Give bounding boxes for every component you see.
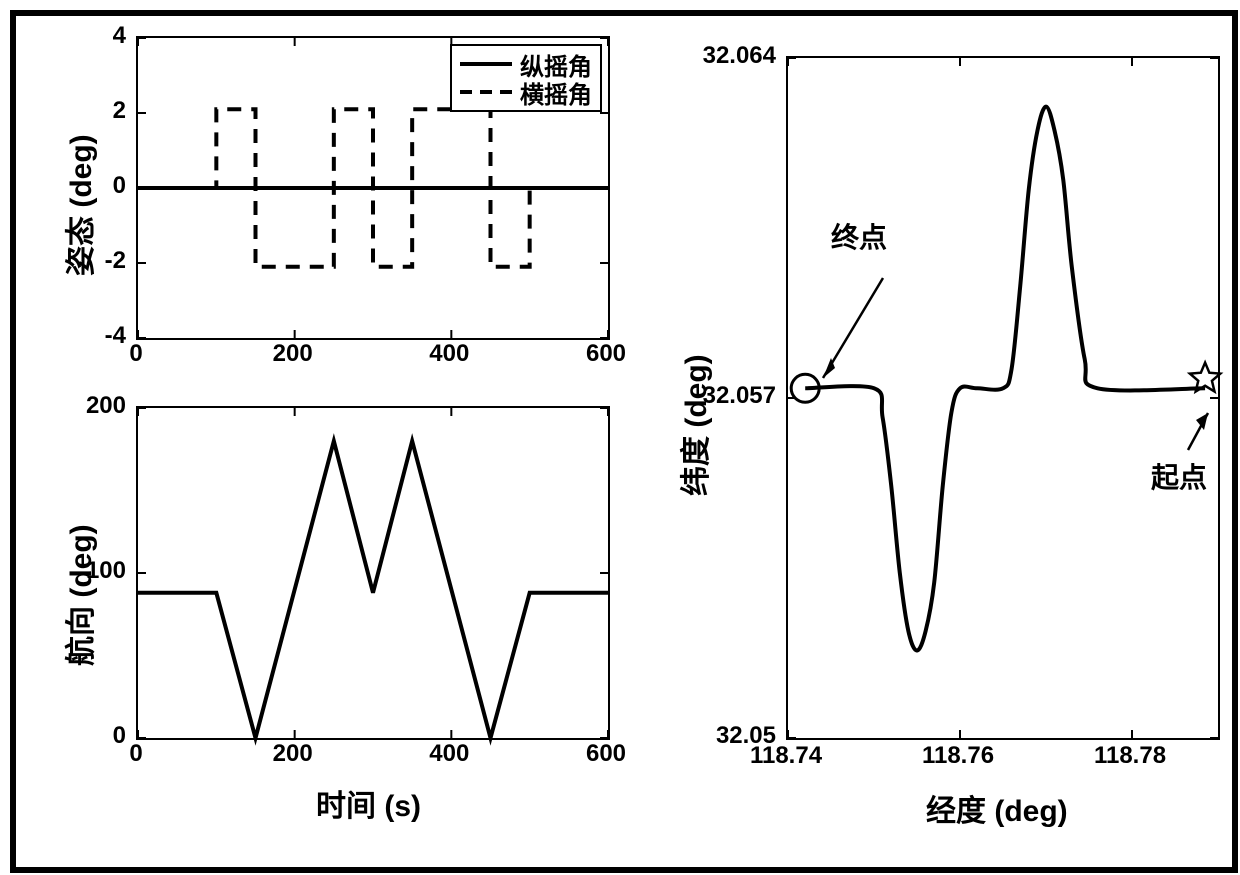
end-label: 终点 xyxy=(831,216,887,256)
tick-label: 118.78 xyxy=(1094,742,1166,770)
legend-row-roll: 横摇角 xyxy=(460,78,592,106)
tick-label: 4 xyxy=(113,22,126,50)
tick-label: 0 xyxy=(129,740,142,768)
tick-label: 600 xyxy=(586,340,626,368)
trajectory-axes xyxy=(786,56,1220,740)
tick-label: -4 xyxy=(105,322,126,350)
trajectory-panel: 纬度 (deg) 经度 (deg) 终点 起点 32.0532.05732.06… xyxy=(636,16,1232,867)
tick-label: 32.064 xyxy=(703,42,776,70)
trajectory-ylabel: 纬度 (deg) xyxy=(671,354,715,496)
tick-label: 600 xyxy=(586,740,626,768)
legend-swatch-solid xyxy=(460,54,512,74)
tick-label: 200 xyxy=(273,340,313,368)
tick-label: 200 xyxy=(273,740,313,768)
trajectory-plot xyxy=(788,58,1218,738)
heading-panel: 航向 (deg) 时间 (s) 0 100 200 0 200 400 600 xyxy=(16,386,636,866)
attitude-legend: 纵摇角 横摇角 xyxy=(450,44,602,112)
tick-label: 32.057 xyxy=(703,382,776,410)
heading-axes xyxy=(136,406,610,740)
attitude-ylabel: 姿态 (deg) xyxy=(56,134,100,276)
legend-swatch-dash xyxy=(460,82,512,102)
attitude-panel: 纵摇角 横摇角 姿态 (deg) -4 -2 0 2 4 0 200 400 600 xyxy=(16,16,636,386)
tick-label: 2 xyxy=(113,97,126,125)
legend-label-roll: 横摇角 xyxy=(520,75,592,110)
tick-label: 0 xyxy=(113,172,126,200)
heading-plot xyxy=(138,408,608,738)
tick-label: 0 xyxy=(129,340,142,368)
heading-ylabel: 航向 (deg) xyxy=(56,524,100,666)
trajectory-xlabel: 经度 (deg) xyxy=(926,786,1068,830)
tick-label: 118.76 xyxy=(922,742,994,770)
tick-label: 118.74 xyxy=(750,742,822,770)
heading-xlabel: 时间 (s) xyxy=(316,781,421,825)
tick-label: 400 xyxy=(429,340,469,368)
figure-frame: 纵摇角 横摇角 姿态 (deg) -4-20240200400600 航向 (d… xyxy=(10,10,1238,873)
start-label: 起点 xyxy=(1151,456,1207,496)
tick-label: 0 xyxy=(113,722,126,750)
tick-label: -2 xyxy=(105,247,126,275)
tick-label: 400 xyxy=(429,740,469,768)
tick-label: 200 xyxy=(86,392,126,420)
attitude-axes: 纵摇角 横摇角 xyxy=(136,36,610,340)
tick-label: 100 xyxy=(86,557,126,585)
